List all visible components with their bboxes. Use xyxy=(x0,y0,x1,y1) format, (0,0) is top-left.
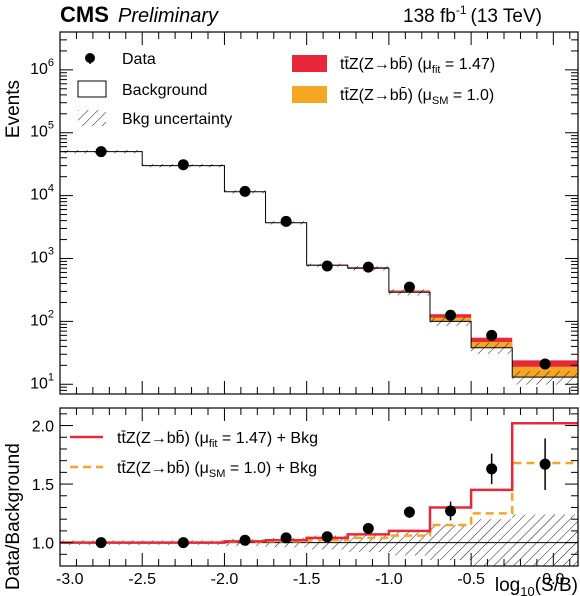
legend-signal-fit-swatch xyxy=(292,55,327,72)
main-plot-area xyxy=(60,146,578,394)
experiment-label: CMS xyxy=(60,2,109,27)
main-panel: 101 102 103 104 105 106 Events Data Backgroun… xyxy=(3,31,579,395)
legend-data-label: Data xyxy=(122,51,156,68)
ratio-y-tick-label: 1.5 xyxy=(32,477,54,494)
data-point xyxy=(239,185,251,197)
lumi-value: 138 fb xyxy=(403,6,456,27)
ratio-fit-line xyxy=(60,421,578,544)
main-ylabel: Events xyxy=(3,80,24,138)
background-outline xyxy=(60,151,578,378)
y-tick-label: 105 xyxy=(30,120,54,141)
main-y-ticks: 101 102 103 104 105 106 xyxy=(30,31,578,395)
main-frame xyxy=(59,31,579,395)
legend-signal-sm-label: tt̄Z(Z→bb̄) (μSM = 1.0) xyxy=(340,87,494,107)
legend-data: Data xyxy=(85,51,156,68)
ratio-ylabel: Data/Background xyxy=(3,443,24,590)
y-tick-label: 101 xyxy=(30,371,54,392)
ratio-data-point xyxy=(486,463,498,475)
ratio-unc-band xyxy=(512,514,578,566)
background-bar xyxy=(265,222,307,394)
legend-signal-sm-swatch xyxy=(292,86,327,103)
ratio-data-point xyxy=(445,505,457,517)
ratio-panel: 1.0 1.5 2.0 -3.0 -2.5 -2.0 -1.5 -1.0 -0.5 0.0 Da… xyxy=(3,407,579,596)
main-x-ticks xyxy=(59,32,571,394)
ratio-y-tick-label: 2.0 xyxy=(32,419,54,436)
legend-bkg-unc-swatch xyxy=(78,110,106,126)
ratio-x-ticks: -3.0 -2.5 -2.0 -1.5 -1.0 -0.5 0.0 xyxy=(56,408,571,588)
legend-bkg-unc: Bkg uncertainty xyxy=(78,110,232,128)
background-bar xyxy=(347,268,389,394)
ratio-x-tick-label: -3.0 xyxy=(56,571,84,588)
background-bar xyxy=(306,265,348,394)
data-point xyxy=(362,261,374,273)
main-legend: Data Background Bkg uncertainty tt̄Z(Z→b… xyxy=(77,51,495,128)
ratio-data-point xyxy=(95,537,107,549)
data-point xyxy=(95,146,107,158)
legend-background: Background xyxy=(77,80,207,99)
data-point xyxy=(321,260,333,272)
status-label: Preliminary xyxy=(118,5,219,27)
legend-background-swatch xyxy=(77,80,107,98)
ratio-x-tick-label: -0.5 xyxy=(457,571,485,588)
ratio-data-point xyxy=(239,534,251,546)
background-bar xyxy=(388,292,430,394)
lumi-exponent: -1 xyxy=(456,3,467,17)
legend-signal-fit: tt̄Z(Z→bb̄) (μfit = 1.47) xyxy=(292,55,495,76)
data-point xyxy=(280,215,292,227)
ratio-data-point xyxy=(321,531,333,543)
legend-ratio-fit-label: tt̄Z(Z→bb̄) (μfit = 1.47) + Bkg xyxy=(117,430,318,450)
data-point xyxy=(486,329,498,341)
data-point xyxy=(539,358,551,370)
ratio-data-point xyxy=(539,458,551,470)
lumi-label: 138 fb-1 (13 TeV) xyxy=(403,3,542,27)
ratio-frame xyxy=(59,407,579,567)
ratio-y-tick-label: 1.0 xyxy=(32,536,54,553)
ratio-data-point xyxy=(403,506,415,518)
y-tick-label: 103 xyxy=(30,245,54,266)
data-point xyxy=(445,309,457,321)
legend-data-marker xyxy=(85,53,95,63)
ratio-legend: tt̄Z(Z→bb̄) (μfit = 1.47) + Bkg tt̄Z(Z→b… xyxy=(70,430,318,480)
background-bar xyxy=(142,165,225,394)
ratio-y-ticks: 1.0 1.5 2.0 xyxy=(32,413,578,567)
ratio-x-tick-label: 0.0 xyxy=(542,571,564,588)
background-bar xyxy=(224,191,266,394)
background-bar xyxy=(430,321,472,394)
bkg-unc-band xyxy=(471,342,513,354)
background-bar xyxy=(60,151,143,394)
legend-background-label: Background xyxy=(122,82,207,99)
data-point xyxy=(403,281,415,293)
legend-bkg-unc-label: Bkg uncertainty xyxy=(122,111,232,128)
bkg-unc-band xyxy=(512,371,578,385)
ratio-data-point xyxy=(177,537,189,549)
ratio-data-point xyxy=(280,532,292,544)
legend-signal-fit-label: tt̄Z(Z→bb̄) (μfit = 1.47) xyxy=(340,56,495,76)
legend-signal-sm: tt̄Z(Z→bb̄) (μSM = 1.0) xyxy=(292,86,494,107)
ratio-xlabel: log10(S/B) xyxy=(495,575,578,596)
ratio-plot-area xyxy=(60,421,578,566)
ratio-x-tick-label: -2.0 xyxy=(211,571,239,588)
ratio-x-tick-label: -1.0 xyxy=(375,571,403,588)
ratio-x-tick-label: -2.5 xyxy=(128,571,156,588)
data-point xyxy=(177,159,189,171)
energy-label: (13 TeV) xyxy=(471,6,542,27)
y-tick-label: 102 xyxy=(30,308,54,329)
y-tick-label: 104 xyxy=(30,183,54,204)
background-bar xyxy=(471,347,513,394)
legend-ratio-sm-label: tt̄Z(Z→bb̄) (μSM = 1.0) + Bkg xyxy=(117,460,317,480)
ratio-data-point xyxy=(362,523,374,535)
y-tick-label: 106 xyxy=(30,57,54,78)
ratio-x-tick-label: -1.5 xyxy=(293,571,321,588)
